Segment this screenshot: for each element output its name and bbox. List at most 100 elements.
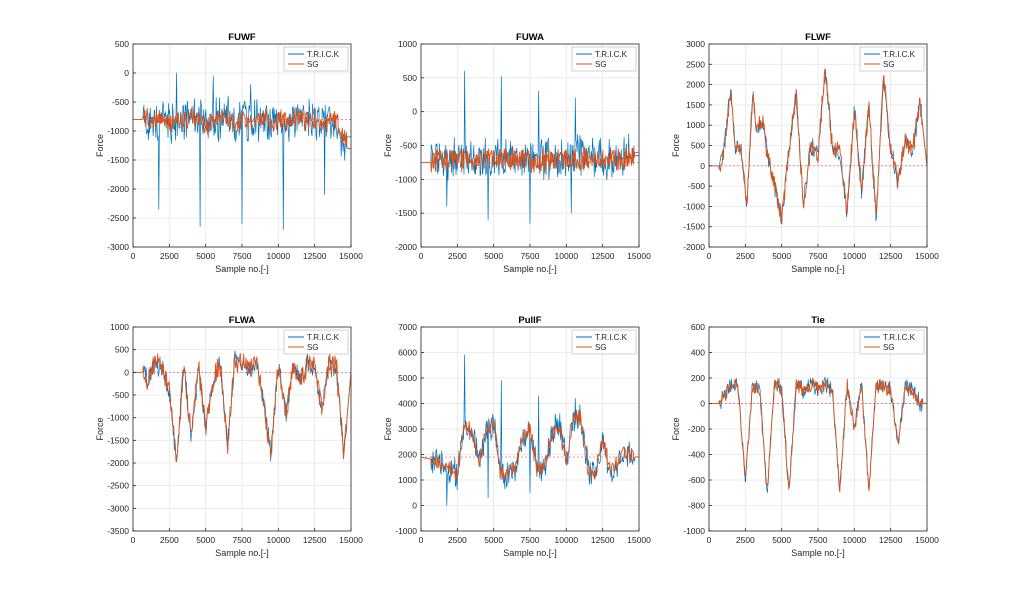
series-group — [709, 377, 927, 493]
series-group — [133, 350, 351, 463]
x-axis-label: Sample no.[-] — [503, 548, 557, 558]
x-tick-label: 2500 — [736, 535, 755, 545]
y-tick-label: 1000 — [398, 475, 417, 485]
y-tick-label: 1000 — [686, 120, 705, 130]
x-tick-label: 15000 — [627, 535, 651, 545]
y-tick-label: 3000 — [686, 39, 705, 49]
legend: T.R.I.C.KSG — [859, 329, 925, 355]
x-tick-label: 2500 — [736, 251, 755, 261]
x-tick-label: 10000 — [555, 251, 579, 261]
y-tick-label: 1500 — [686, 100, 705, 110]
x-tick-label: 2500 — [160, 251, 179, 261]
y-tick-label: -1500 — [107, 155, 129, 165]
subplot-5: 0 2500 5000 7500 10000 12500 15000 -1000 -800 -60… — [671, 315, 939, 558]
y-tick-label: 2000 — [398, 450, 417, 460]
y-tick-label: 5000 — [398, 373, 417, 383]
y-axis-label: Force — [95, 417, 105, 440]
chart-title: PullF — [518, 315, 541, 326]
chart-title: Tie — [811, 315, 825, 326]
y-tick-label: -1500 — [395, 208, 417, 218]
y-tick-label: -500 — [400, 141, 417, 151]
x-axis-label: Sample no.[-] — [215, 548, 269, 558]
x-tick-label: 0 — [131, 535, 136, 545]
x-tick-label: 10000 — [267, 535, 291, 545]
x-axis-label: Sample no.[-] — [791, 548, 845, 558]
series-line-sg — [709, 68, 927, 225]
y-tick-label: 1000 — [398, 39, 417, 49]
legend-label-trick: T.R.I.C.K — [883, 50, 916, 59]
x-tick-label: 15000 — [339, 535, 363, 545]
y-tick-label: 0 — [700, 399, 705, 409]
legend-label-sg: SG — [883, 60, 895, 69]
y-tick-label: 1000 — [110, 322, 129, 332]
y-tick-label: 0 — [124, 367, 129, 377]
x-tick-label: 2500 — [448, 535, 467, 545]
y-tick-label: -1500 — [683, 222, 705, 232]
x-axis-label: Sample no.[-] — [791, 264, 845, 274]
y-tick-label: -3000 — [107, 503, 129, 513]
x-tick-label: 7500 — [809, 535, 828, 545]
x-tick-label: 5000 — [772, 251, 791, 261]
y-tick-label: -2000 — [395, 242, 417, 252]
y-tick-label: 0 — [124, 68, 129, 78]
x-tick-label: 15000 — [627, 251, 651, 261]
x-tick-label: 2500 — [448, 251, 467, 261]
x-tick-label: 15000 — [339, 251, 363, 261]
x-tick-label: 2500 — [160, 535, 179, 545]
legend-box — [859, 329, 925, 355]
y-tick-label: -500 — [112, 97, 129, 107]
x-tick-label: 7500 — [233, 535, 252, 545]
y-tick-label: 2500 — [686, 59, 705, 69]
x-tick-label: 0 — [707, 535, 712, 545]
x-tick-label: 15000 — [915, 535, 939, 545]
subplot-3: 0 2500 5000 7500 10000 12500 15000-3500-3000-2… — [95, 315, 363, 558]
y-tick-label: -500 — [688, 181, 705, 191]
series-line-trick — [133, 350, 351, 463]
legend-box — [571, 329, 637, 355]
y-tick-label: 2000 — [686, 80, 705, 90]
x-tick-label: 7500 — [521, 535, 540, 545]
legend-label-sg: SG — [595, 60, 607, 69]
legend-label-trick: T.R.I.C.K — [883, 333, 916, 342]
chart-title: FUWA — [516, 32, 544, 43]
y-tick-label: -200 — [688, 424, 705, 434]
x-tick-label: 12500 — [879, 251, 903, 261]
y-tick-label: -3500 — [107, 526, 129, 536]
y-tick-label: -600 — [688, 475, 705, 485]
y-axis-label: Force — [671, 134, 681, 157]
series-group — [421, 354, 639, 506]
legend-box — [571, 46, 637, 72]
x-axis-label: Sample no.[-] — [215, 264, 269, 274]
legend-box — [859, 46, 925, 72]
y-axis-label: Force — [671, 417, 681, 440]
y-tick-label: -500 — [112, 390, 129, 400]
series-line-sg — [133, 353, 351, 462]
legend-box — [283, 329, 349, 355]
y-tick-label: -1000 — [395, 526, 417, 536]
y-tick-label: -2500 — [107, 481, 129, 491]
y-tick-label: 600 — [691, 322, 705, 332]
subplot-4: 0 2500 5000 7500 10000 12500 15000-10000100020… — [383, 315, 651, 558]
y-tick-label: -2000 — [683, 242, 705, 252]
y-tick-label: 0 — [700, 161, 705, 171]
x-tick-label: 0 — [131, 251, 136, 261]
y-tick-label: -1000 — [683, 201, 705, 211]
y-tick-label: 500 — [691, 141, 705, 151]
x-tick-label: 0 — [419, 251, 424, 261]
subplot-0: 0 2500 5000 7500 10000 12500 15000-3000-2500-2… — [95, 32, 363, 274]
legend-label-trick: T.R.I.C.K — [307, 333, 340, 342]
x-tick-label: 5000 — [484, 251, 503, 261]
y-tick-label: -3000 — [107, 242, 129, 252]
y-tick-label: 3000 — [398, 424, 417, 434]
y-tick-label: 7000 — [398, 322, 417, 332]
series-group — [421, 70, 639, 224]
y-tick-label: -800 — [688, 501, 705, 511]
y-tick-label: -1000 — [107, 126, 129, 136]
x-tick-label: 15000 — [915, 251, 939, 261]
x-tick-label: 10000 — [843, 535, 867, 545]
legend: T.R.I.C.KSG — [571, 329, 637, 355]
x-tick-label: 12500 — [879, 535, 903, 545]
y-tick-label: -1000 — [107, 413, 129, 423]
y-tick-label: 500 — [115, 345, 129, 355]
